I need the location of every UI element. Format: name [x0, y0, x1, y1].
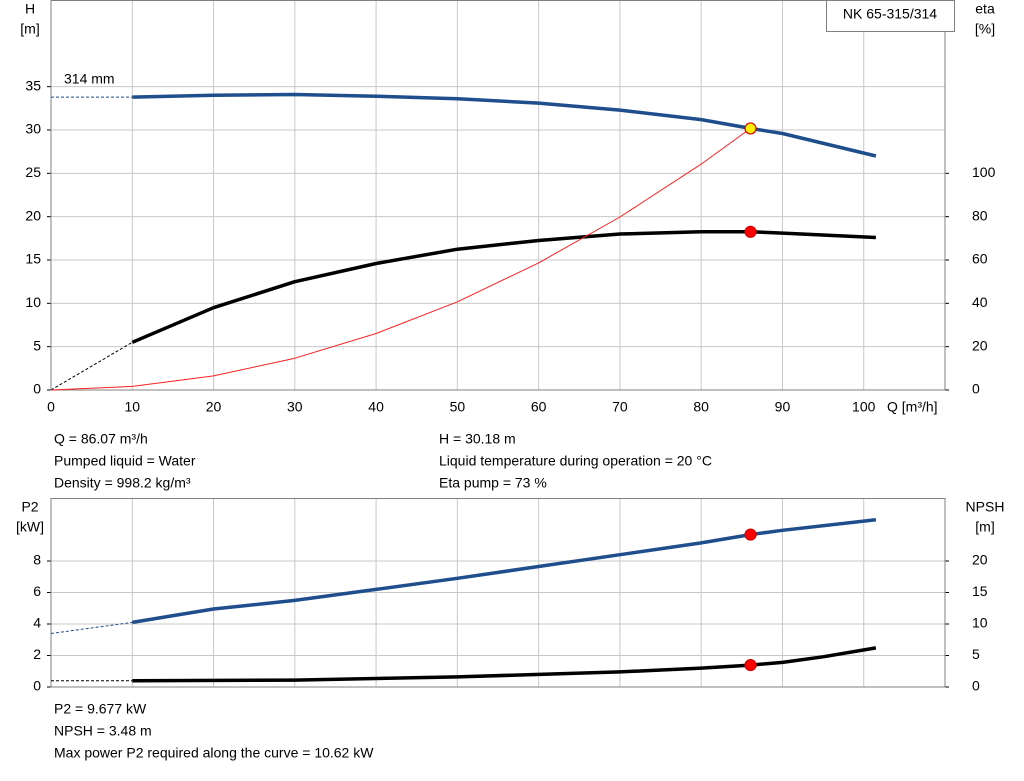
x-tick-label: 100: [852, 399, 876, 415]
y2-tick-label: 5: [972, 646, 980, 662]
y2-unit: [m]: [975, 519, 994, 535]
info-text: NPSH = 3.48 m: [54, 723, 152, 739]
y2-tick-label: 100: [972, 164, 996, 180]
curve: [132, 92, 877, 158]
y-tick-label: 5: [33, 337, 41, 353]
y2-label: NPSH: [966, 499, 1005, 515]
info-text: Eta pump = 73 %: [439, 475, 547, 491]
x-tick-label: 30: [287, 399, 303, 415]
x-tick-label: 10: [124, 399, 140, 415]
y-tick-label: 15: [25, 251, 41, 267]
x-tick-label: 60: [531, 399, 547, 415]
x-tick-label: 70: [612, 399, 628, 415]
y-tick-label: 2: [33, 646, 41, 662]
x-tick-label: 40: [368, 399, 384, 415]
x-tick-label: 0: [47, 399, 55, 415]
info-text: Liquid temperature during operation = 20…: [439, 453, 712, 469]
y-tick-label: 20: [25, 207, 41, 223]
curve: [131, 230, 876, 344]
y2-tick-label: 20: [972, 552, 988, 568]
operating-point: [744, 225, 757, 238]
y2-tick-label: 80: [972, 207, 988, 223]
y-tick-label: 35: [25, 77, 41, 93]
y-unit: [kW]: [16, 519, 44, 535]
plot-frame: [50, 498, 946, 688]
y2-tick-label: 0: [972, 678, 980, 694]
chart-title: NK 65-315/314: [843, 6, 937, 22]
x-tick-label: 80: [693, 399, 709, 415]
y-unit: [m]: [20, 21, 39, 37]
info-text: Q = 86.07 m³/h: [54, 431, 148, 447]
y2-tick-label: 10: [972, 615, 988, 631]
operating-point: [744, 658, 757, 672]
y-tick-label: 6: [33, 583, 41, 599]
x-label: Q [m³/h]: [887, 399, 938, 415]
y-tick-label: 10: [25, 294, 41, 310]
info-text: P2 = 9.677 kW: [54, 701, 147, 717]
x-tick-label: 50: [450, 399, 466, 415]
y-tick-label: 4: [33, 615, 41, 631]
info-text: Density = 998.2 kg/m³: [54, 475, 191, 491]
curve: [50, 341, 133, 391]
y2-tick-label: 20: [972, 337, 988, 353]
curve: [132, 517, 877, 625]
y-tick-label: 30: [25, 121, 41, 137]
y2-tick-label: 15: [972, 583, 988, 599]
info-text: Pumped liquid = Water: [54, 453, 196, 469]
title-box: [826, 0, 955, 32]
y2-unit: [%]: [975, 21, 995, 37]
curve: [50, 621, 133, 634]
curve: [50, 127, 751, 391]
y-tick-label: 8: [33, 552, 41, 568]
y-tick-label: 0: [33, 678, 41, 694]
y2-label: eta: [975, 1, 995, 17]
y2-tick-label: 60: [972, 251, 988, 267]
y-label: P2: [21, 499, 38, 515]
info-text: H = 30.18 m: [439, 431, 516, 447]
y2-tick-label: 0: [972, 381, 980, 397]
operating-point: [744, 122, 757, 135]
curve: [132, 646, 877, 683]
x-tick-label: 90: [775, 399, 791, 415]
operating-point: [744, 528, 757, 541]
plot-frame: [50, 0, 946, 391]
y-tick-label: 25: [25, 164, 41, 180]
y2-tick-label: 40: [972, 294, 988, 310]
annotation: 314 mm: [64, 71, 115, 87]
x-tick-label: 20: [206, 399, 222, 415]
y-tick-label: 0: [33, 381, 41, 397]
y-label: H: [25, 1, 35, 17]
info-text: Max power P2 required along the curve = …: [54, 745, 374, 761]
